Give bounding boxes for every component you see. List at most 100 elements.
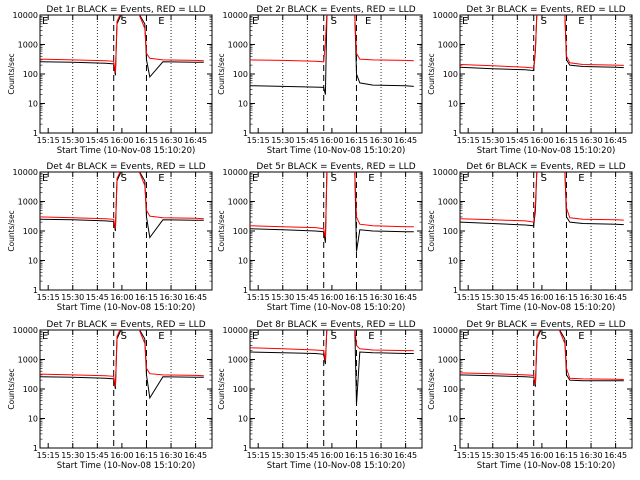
y-tick-label: 1000	[18, 198, 38, 207]
series-line-lld	[40, 15, 204, 73]
x-tick-label: 16:45	[394, 136, 417, 145]
x-tick-label: 15:30	[61, 293, 84, 302]
marker-label-e: E	[42, 331, 48, 342]
x-tick-label: 16:15	[555, 136, 578, 145]
x-tick-label: 16:00	[320, 451, 343, 460]
y-tick-label: 1	[453, 129, 458, 138]
marker-label-e: E	[158, 331, 164, 342]
panel-title: Det 2r BLACK = Events, RED = LLD	[256, 5, 415, 15]
x-tick-label: 15:15	[247, 136, 270, 145]
x-tick-label: 16:45	[604, 136, 627, 145]
y-tick-label: 10000	[433, 168, 458, 177]
marker-label-e: E	[368, 331, 374, 342]
x-axis-label: Start Time (10-Nov-08 15:10:20)	[477, 146, 616, 156]
series-line-events	[40, 172, 204, 239]
x-tick-label: 15:45	[296, 293, 319, 302]
series-line-events	[250, 15, 414, 95]
y-tick-label: 1	[453, 444, 458, 453]
series-line-lld	[250, 15, 414, 63]
y-tick-label: 10000	[223, 11, 248, 20]
x-tick-label: 15:15	[247, 451, 270, 460]
y-tick-label: 1	[243, 444, 248, 453]
x-tick-label: 16:15	[345, 451, 368, 460]
x-tick-label: 15:15	[37, 293, 60, 302]
y-tick-label: 1	[243, 129, 248, 138]
marker-label-s: S	[121, 16, 127, 27]
panel-title: Det 5r BLACK = Events, RED = LLD	[256, 162, 415, 172]
y-axis-label: Counts/sec	[7, 53, 16, 94]
x-tick-label: 16:30	[160, 293, 183, 302]
x-tick-label: 16:00	[530, 136, 553, 145]
panel-title: Det 7r BLACK = Events, RED = LLD	[46, 320, 205, 330]
y-axis-label: Counts/sec	[7, 210, 16, 251]
plot-frame	[459, 14, 633, 134]
series-line-events	[250, 330, 414, 405]
marker-label-e: E	[462, 16, 468, 27]
marker-label-s: S	[541, 173, 547, 184]
x-tick-label: 16:15	[555, 451, 578, 460]
x-axis-label: Start Time (10-Nov-08 15:10:20)	[57, 146, 196, 156]
y-axis-label: Counts/sec	[217, 368, 226, 409]
panel-title: Det 4r BLACK = Events, RED = LLD	[46, 162, 205, 172]
x-tick-label: 15:45	[296, 136, 319, 145]
x-tick-label: 16:30	[580, 136, 603, 145]
y-tick-label: 100	[23, 227, 38, 236]
series-line-lld	[250, 172, 414, 238]
y-tick-label: 1	[243, 286, 248, 295]
y-axis-label: Counts/sec	[217, 53, 226, 94]
x-tick-label: 15:30	[481, 293, 504, 302]
marker-label-e: E	[578, 173, 584, 184]
y-tick-label: 100	[443, 385, 458, 394]
x-tick-label: 16:30	[370, 293, 393, 302]
y-tick-label: 100	[443, 227, 458, 236]
marker-label-s: S	[541, 16, 547, 27]
marker-label-e: E	[158, 16, 164, 27]
marker-label-e: E	[462, 173, 468, 184]
y-tick-label: 10	[28, 100, 38, 109]
y-tick-label: 100	[233, 385, 248, 394]
marker-label-e: E	[578, 16, 584, 27]
y-tick-label: 1	[33, 129, 38, 138]
y-tick-label: 10000	[223, 326, 248, 335]
x-tick-label: 16:30	[160, 451, 183, 460]
series-line-events	[250, 172, 414, 252]
x-tick-label: 15:45	[506, 293, 529, 302]
y-tick-label: 10	[448, 415, 458, 424]
plot-frame	[39, 14, 213, 134]
series-line-events	[460, 172, 624, 227]
marker-label-e: E	[252, 16, 258, 27]
marker-label-e: E	[365, 16, 371, 27]
x-tick-label: 15:30	[61, 136, 84, 145]
plot-frame	[39, 329, 213, 449]
panel-title: Det 3r BLACK = Events, RED = LLD	[466, 5, 625, 15]
x-tick-label: 15:15	[457, 136, 480, 145]
x-tick-label: 15:45	[506, 451, 529, 460]
x-axis-label: Start Time (10-Nov-08 15:10:20)	[57, 461, 196, 471]
x-tick-label: 16:45	[184, 293, 207, 302]
x-axis-label: Start Time (10-Nov-08 15:10:20)	[477, 303, 616, 313]
y-tick-label: 10	[238, 415, 248, 424]
x-axis-label: Start Time (10-Nov-08 15:10:20)	[267, 303, 406, 313]
y-tick-label: 10	[238, 100, 248, 109]
y-tick-label: 10000	[223, 168, 248, 177]
marker-label-e: E	[252, 173, 258, 184]
marker-label-e: E	[158, 173, 164, 184]
marker-label-s: S	[331, 173, 337, 184]
marker-label-e: E	[42, 173, 48, 184]
marker-label-e: E	[462, 331, 468, 342]
y-tick-label: 10000	[433, 11, 458, 20]
x-tick-label: 16:00	[320, 293, 343, 302]
y-axis-label: Counts/sec	[427, 368, 436, 409]
panel-title: Det 1r BLACK = Events, RED = LLD	[46, 5, 205, 15]
marker-label-e: E	[368, 173, 374, 184]
x-tick-label: 16:00	[110, 451, 133, 460]
y-tick-label: 100	[23, 385, 38, 394]
y-tick-label: 1000	[18, 41, 38, 50]
y-tick-label: 10	[238, 257, 248, 266]
x-tick-label: 15:15	[37, 451, 60, 460]
x-tick-label: 16:15	[555, 293, 578, 302]
